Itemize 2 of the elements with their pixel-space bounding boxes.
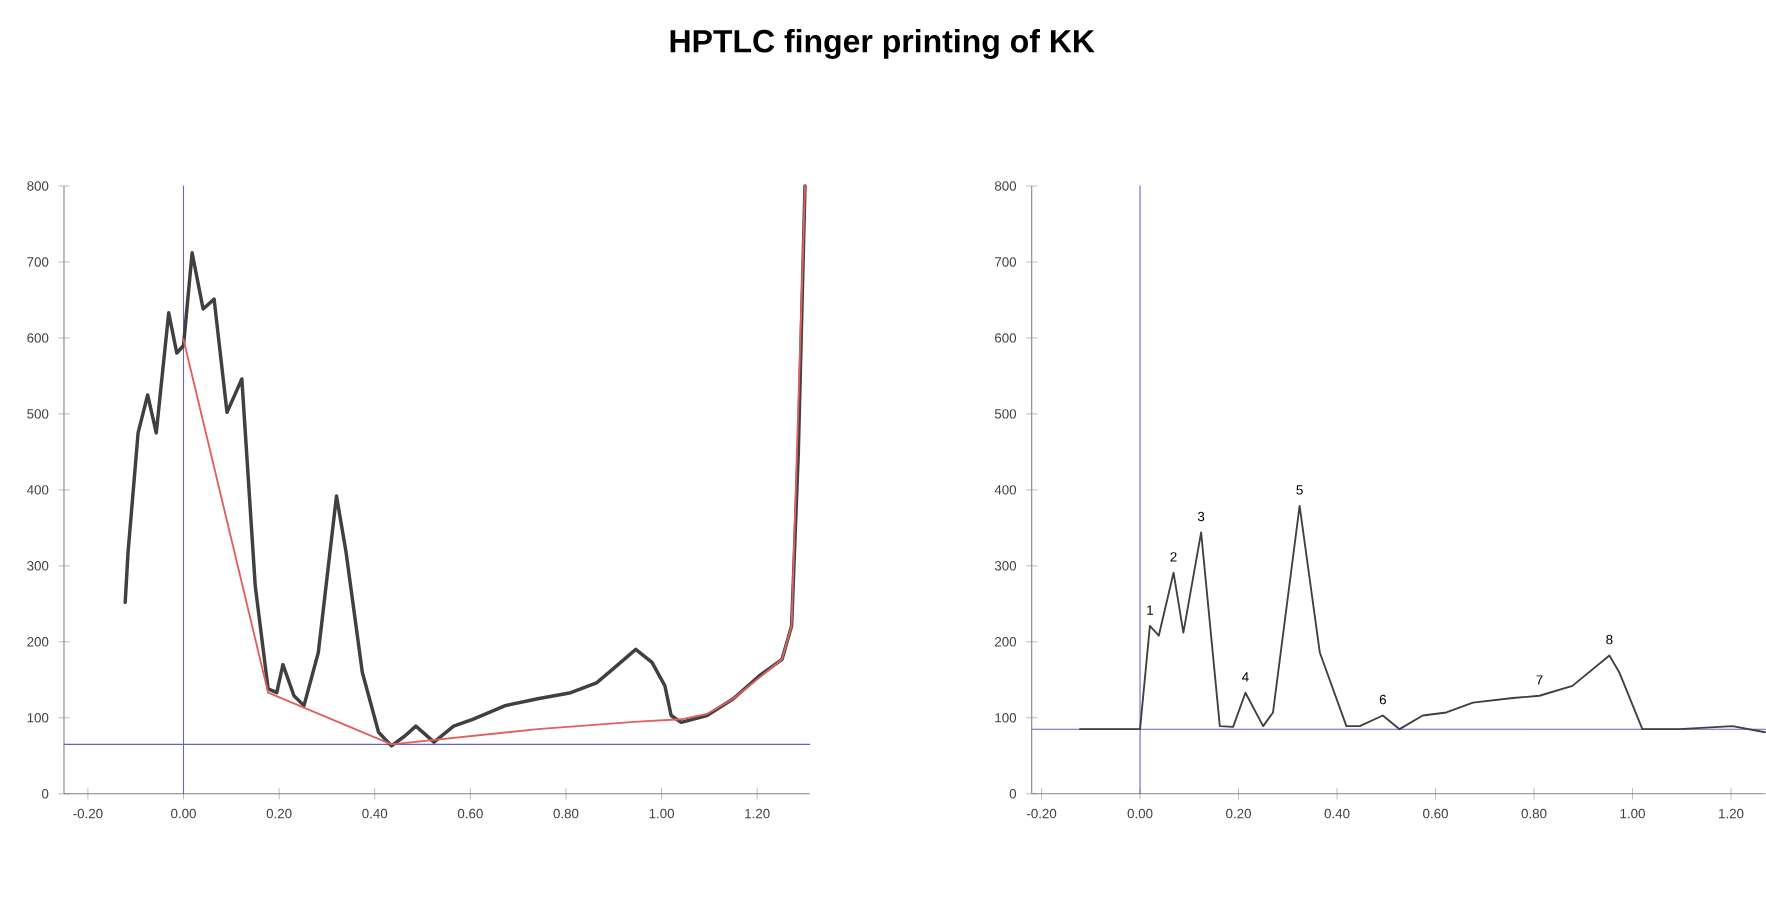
text: HPTLC finger printing of KK bbox=[670, 29, 1095, 60]
line-series bbox=[1079, 505, 1766, 734]
